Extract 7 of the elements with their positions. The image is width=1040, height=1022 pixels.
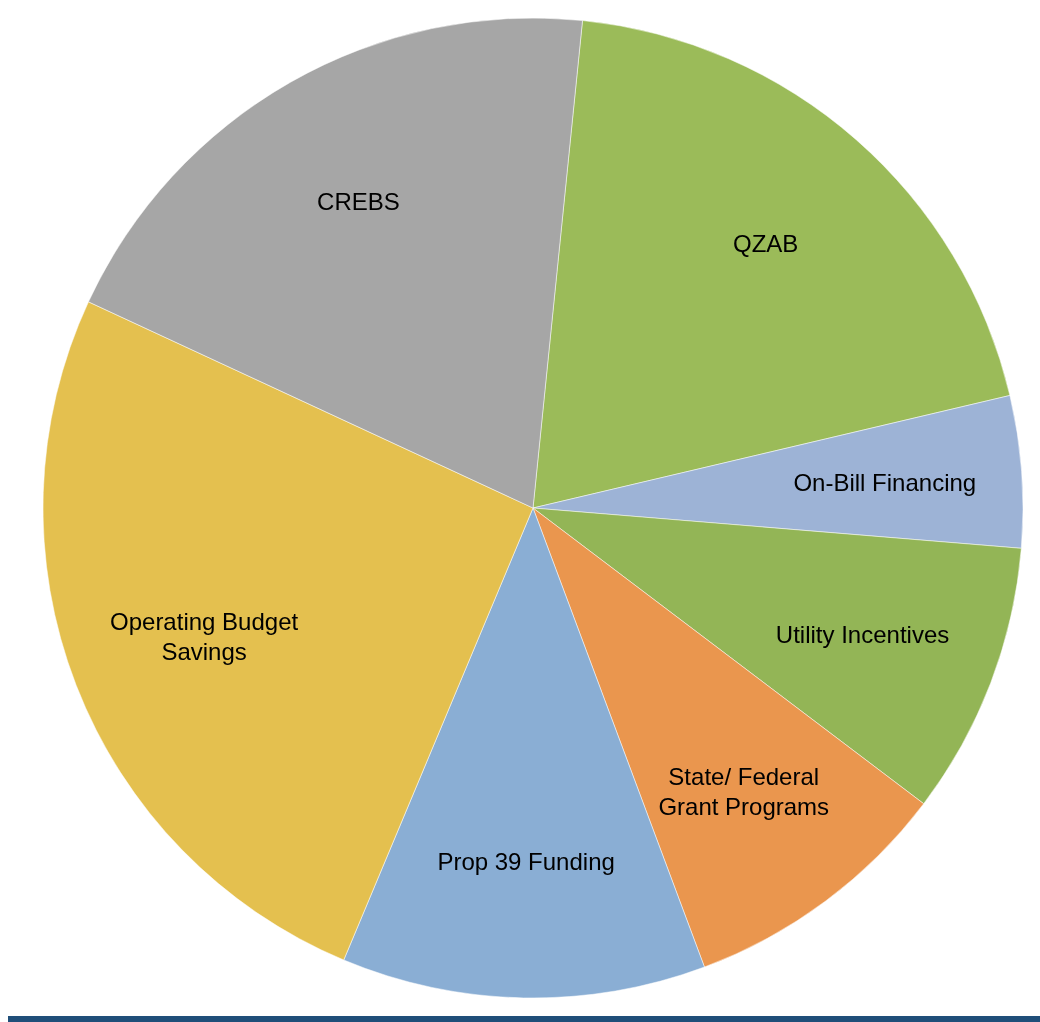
slice-label: Utility Incentives bbox=[775, 620, 950, 648]
slice-label: State/ Federal Grant Programs bbox=[658, 762, 830, 820]
slice-label: QZAB bbox=[732, 229, 799, 257]
slice-label: CREBS bbox=[317, 188, 400, 216]
slice-label: Operating Budget Savings bbox=[110, 607, 299, 665]
slice-label: On-Bill Financing bbox=[793, 468, 977, 496]
slice-label: Prop 39 Funding bbox=[437, 847, 615, 875]
